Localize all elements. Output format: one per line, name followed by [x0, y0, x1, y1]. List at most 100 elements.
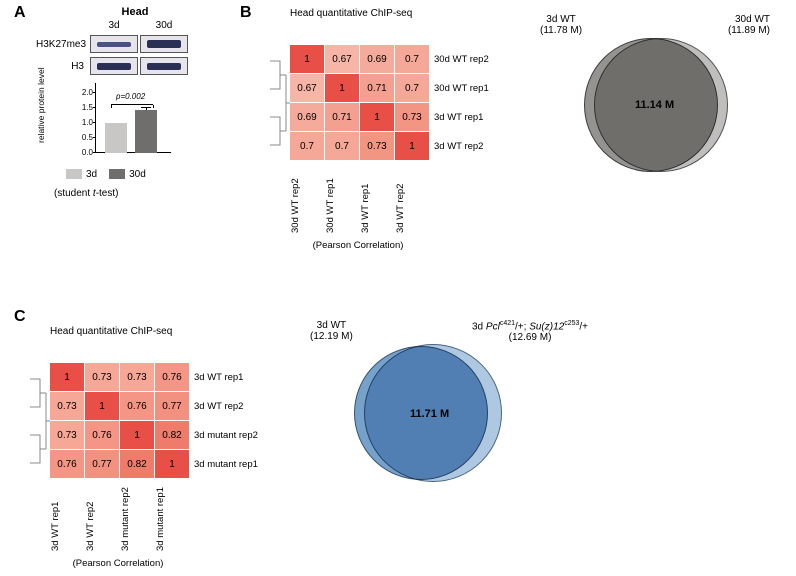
bar-a-ylabel: relative protein level	[36, 67, 46, 143]
hm-cell: 0.7	[395, 74, 429, 102]
panel-a: Head 3d 30d H3K27me3 H3 relative protein…	[36, 6, 206, 199]
hm-cell: 1	[360, 103, 394, 131]
hm-col-label: 3d mutant rep2	[120, 482, 154, 554]
hm-cell: 1	[155, 450, 189, 478]
hm-cell: 0.76	[120, 392, 154, 420]
ytick: 0.0	[81, 148, 93, 157]
venn-b-left-label: 3d WT(11.78 M)	[540, 14, 582, 36]
heatmap-c-col-labels: 3d WT rep13d WT rep23d mutant rep23d mut…	[50, 482, 258, 554]
hm-cell: 0.69	[290, 103, 324, 131]
hm-col-label: 3d WT rep1	[50, 482, 84, 554]
ytick: 2.0	[81, 88, 93, 97]
wb-col-30d: 30d	[140, 20, 188, 31]
hm-cell: 1	[85, 392, 119, 420]
hm-row-label: 3d WT rep1	[190, 363, 258, 391]
legend-a: 3d 30d	[66, 169, 206, 180]
hm-cell: 0.67	[325, 45, 359, 73]
hm-col-label: 3d WT rep2	[85, 482, 119, 554]
heatmap-c-grid: 10.730.730.763d WT rep10.7310.760.773d W…	[50, 363, 258, 478]
bar-3d	[105, 123, 127, 153]
hm-cell: 0.7	[290, 132, 324, 160]
hm-row-label: 3d mutant rep2	[190, 421, 258, 449]
test-caption-a: (student t-test)	[54, 188, 206, 199]
hm-row-label: 30d WT rep1	[430, 74, 489, 102]
hm-cell: 0.7	[325, 132, 359, 160]
hm-col-label: 3d WT rep1	[360, 164, 394, 236]
hm-cell: 0.71	[325, 103, 359, 131]
pval-bracket-tick	[153, 105, 154, 108]
hm-row-label: 3d WT rep2	[430, 132, 489, 160]
bar-a-yaxis	[95, 83, 96, 153]
hm-cell: 0.71	[360, 74, 394, 102]
hm-row-label: 3d mutant rep1	[190, 450, 258, 478]
bar-30d-cap	[141, 107, 151, 108]
hm-cell: 1	[325, 74, 359, 102]
wb-band-30d-h3	[140, 57, 188, 75]
dendrogram-c-rows	[28, 365, 50, 477]
wb-band-30d-h3k27me3	[140, 35, 188, 53]
legend-swatch-30d	[109, 169, 125, 179]
wb-band-3d-h3k27me3	[90, 35, 138, 53]
hm-row-label: 30d WT rep2	[430, 45, 489, 73]
ytick: 1.5	[81, 103, 93, 112]
venn-c-center: 11.71 M	[410, 408, 449, 420]
hm-cell: 0.67	[290, 74, 324, 102]
hm-cell: 0.69	[360, 45, 394, 73]
hm-cell: 0.73	[50, 392, 84, 420]
hm-cell: 0.77	[85, 450, 119, 478]
hm-cell: 0.77	[155, 392, 189, 420]
venn-c-right-label: 3d Pclc421/+; Su(z)12c253/+(12.69 M)	[472, 320, 588, 343]
venn-c-left-label: 3d WT(12.19 M)	[310, 320, 353, 342]
hm-cell: 0.76	[85, 421, 119, 449]
hm-cell: 0.76	[155, 363, 189, 391]
legend-swatch-3d	[66, 169, 82, 179]
hm-cell: 1	[120, 421, 154, 449]
heatmap-b-grid: 10.670.690.730d WT rep20.6710.710.730d W…	[290, 45, 489, 160]
venn-c: 3d WT(12.19 M) 3d Pclc421/+; Su(z)12c253…	[310, 320, 630, 500]
hm-cell: 1	[290, 45, 324, 73]
heatmap-b-col-labels: 30d WT rep230d WT rep13d WT rep13d WT re…	[290, 164, 489, 236]
venn-b: 3d WT(11.78 M) 30d WT(11.89 M) 11.14 M	[540, 14, 770, 194]
bar-chart-a: relative protein level 0.0 0.5 1.0 1.5 2…	[71, 83, 191, 163]
hm-row-label: 3d WT rep2	[190, 392, 258, 420]
hm-cell: 0.73	[50, 421, 84, 449]
panel-a-head-label: Head	[64, 6, 206, 18]
heatmap-b-title: Head quantitative ChIP-seq	[290, 8, 489, 19]
western-blot: 3d 30d H3K27me3 H3	[36, 20, 206, 75]
bar-30d-err	[146, 108, 147, 110]
wb-row-h3k27me3: H3K27me3	[36, 39, 88, 50]
heatmap-c: Head quantitative ChIP-seq 10.730.730.76…	[30, 326, 258, 569]
ytick: 0.5	[81, 133, 93, 142]
pval-bracket	[111, 104, 153, 105]
hm-cell: 0.7	[395, 45, 429, 73]
hm-col-label: 30d WT rep1	[325, 164, 359, 236]
hm-cell: 0.73	[395, 103, 429, 131]
legend-label-30d: 30d	[129, 169, 146, 180]
heatmap-b: Head quantitative ChIP-seq 10.670.690.73…	[270, 8, 489, 251]
hm-cell: 0.73	[85, 363, 119, 391]
hm-col-label: 3d mutant rep1	[155, 482, 189, 554]
dendrogram-b-rows	[268, 47, 290, 159]
hm-cell: 0.73	[120, 363, 154, 391]
hm-cell: 0.82	[120, 450, 154, 478]
heatmap-c-title: Head quantitative ChIP-seq	[50, 326, 258, 337]
venn-b-right-label: 30d WT(11.89 M)	[728, 14, 770, 36]
hm-row-label: 3d WT rep1	[430, 103, 489, 131]
venn-b-center: 11.14 M	[635, 99, 674, 111]
corr-label-b: (Pearson Correlation)	[290, 240, 426, 251]
hm-cell: 1	[50, 363, 84, 391]
bar-30d	[135, 110, 157, 153]
hm-col-label: 30d WT rep2	[290, 164, 324, 236]
panel-label-a: A	[14, 4, 26, 22]
corr-label-c: (Pearson Correlation)	[50, 558, 186, 569]
legend-label-3d: 3d	[86, 169, 97, 180]
panel-label-c: C	[14, 308, 26, 326]
wb-band-3d-h3	[90, 57, 138, 75]
ytick: 1.0	[81, 118, 93, 127]
hm-cell: 0.76	[50, 450, 84, 478]
panel-label-b: B	[240, 4, 252, 22]
hm-col-label: 3d WT rep2	[395, 164, 429, 236]
pval-bracket-tick	[111, 105, 112, 108]
hm-cell: 0.73	[360, 132, 394, 160]
pval-text: p=0.002	[116, 92, 145, 101]
